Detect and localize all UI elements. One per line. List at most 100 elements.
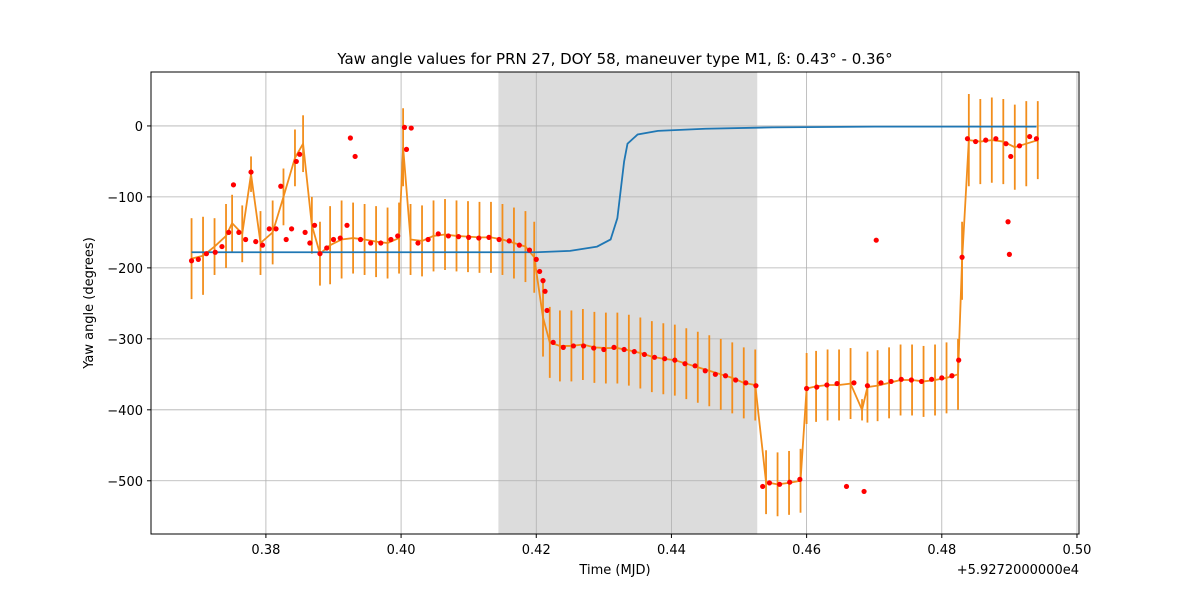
data-point xyxy=(733,377,739,383)
data-point xyxy=(219,243,225,250)
data-point xyxy=(188,258,195,264)
data-point xyxy=(1016,143,1023,149)
data-point xyxy=(395,233,401,239)
data-point xyxy=(702,368,708,374)
data-point xyxy=(797,476,803,482)
data-point xyxy=(540,278,546,284)
data-point xyxy=(212,249,218,255)
data-point xyxy=(344,222,350,228)
data-point xyxy=(888,378,894,385)
x-tick-label: 0.38 xyxy=(251,543,280,558)
data-point xyxy=(236,229,242,235)
data-point xyxy=(692,363,698,369)
data-point xyxy=(560,344,566,350)
x-tick-label: 0.50 xyxy=(1062,543,1091,558)
data-point xyxy=(302,229,308,235)
data-point xyxy=(352,153,358,160)
data-point xyxy=(311,222,318,228)
y-tick-label: 0 xyxy=(135,120,143,135)
data-point xyxy=(611,344,617,350)
y-tick-label: −500 xyxy=(107,475,143,490)
data-point xyxy=(259,242,266,248)
data-point xyxy=(1033,136,1040,142)
data-point xyxy=(662,356,668,362)
data-point xyxy=(253,239,259,245)
data-point xyxy=(753,383,759,389)
data-point xyxy=(403,146,410,152)
data-point xyxy=(939,375,945,381)
data-point xyxy=(248,169,254,175)
data-point xyxy=(1006,251,1012,257)
data-point xyxy=(601,346,607,353)
data-point xyxy=(814,384,820,390)
data-point xyxy=(516,242,522,248)
data-point xyxy=(378,240,384,246)
data-point xyxy=(537,268,543,275)
data-point xyxy=(388,236,394,243)
data-point xyxy=(621,346,627,353)
data-point xyxy=(324,245,330,251)
data-point xyxy=(712,371,718,377)
y-tick-label: −300 xyxy=(107,333,143,348)
data-point xyxy=(631,349,637,355)
data-point xyxy=(760,483,766,490)
shaded-span xyxy=(498,72,758,534)
data-point xyxy=(651,354,658,360)
data-point xyxy=(722,373,729,379)
data-point xyxy=(445,233,451,239)
x-tick-label: 0.46 xyxy=(792,543,821,558)
data-point xyxy=(993,136,999,142)
data-point xyxy=(580,343,587,349)
data-point xyxy=(743,380,749,386)
data-point xyxy=(959,254,965,260)
data-point xyxy=(533,256,539,262)
data-point xyxy=(317,251,323,257)
data-point xyxy=(1005,219,1011,225)
data-point xyxy=(851,380,857,386)
data-point xyxy=(929,376,935,382)
data-point xyxy=(195,256,201,262)
y-tick-label: −400 xyxy=(107,404,143,419)
data-point xyxy=(330,236,337,243)
data-point xyxy=(908,377,914,383)
data-point xyxy=(288,226,295,232)
data-point xyxy=(203,251,210,257)
data-point xyxy=(278,183,284,189)
data-point xyxy=(898,376,904,382)
data-point xyxy=(435,231,441,237)
data-point xyxy=(544,307,550,314)
data-point xyxy=(266,226,272,232)
data-point xyxy=(1003,141,1009,147)
data-point xyxy=(1027,133,1033,140)
data-point xyxy=(307,240,313,246)
data-point xyxy=(983,137,989,143)
data-point xyxy=(776,481,783,487)
data-point xyxy=(591,345,597,351)
data-point xyxy=(824,382,830,388)
data-point xyxy=(964,136,971,142)
model-line xyxy=(191,125,1037,254)
data-point xyxy=(293,158,299,165)
data-point xyxy=(368,240,374,246)
data-point xyxy=(283,236,289,243)
data-point xyxy=(918,378,925,385)
data-point xyxy=(641,351,648,358)
y-axis-label: Yaw angle (degrees) xyxy=(82,237,97,370)
data-point xyxy=(804,385,810,392)
data-point xyxy=(834,380,840,387)
chart-title: Yaw angle values for PRN 27, DOY 58, man… xyxy=(336,50,892,68)
y-tick-label: −200 xyxy=(107,262,143,277)
data-point xyxy=(864,383,871,389)
y-tick-label: −100 xyxy=(107,191,143,206)
data-point xyxy=(956,357,962,363)
data-point xyxy=(766,480,773,486)
data-point xyxy=(243,236,249,243)
data-point xyxy=(466,234,472,240)
data-point xyxy=(506,238,512,244)
data-point xyxy=(401,124,408,130)
data-point xyxy=(425,236,431,243)
data-point xyxy=(357,236,364,243)
data-point xyxy=(273,226,279,232)
data-point xyxy=(526,247,533,253)
data-point xyxy=(496,236,502,243)
